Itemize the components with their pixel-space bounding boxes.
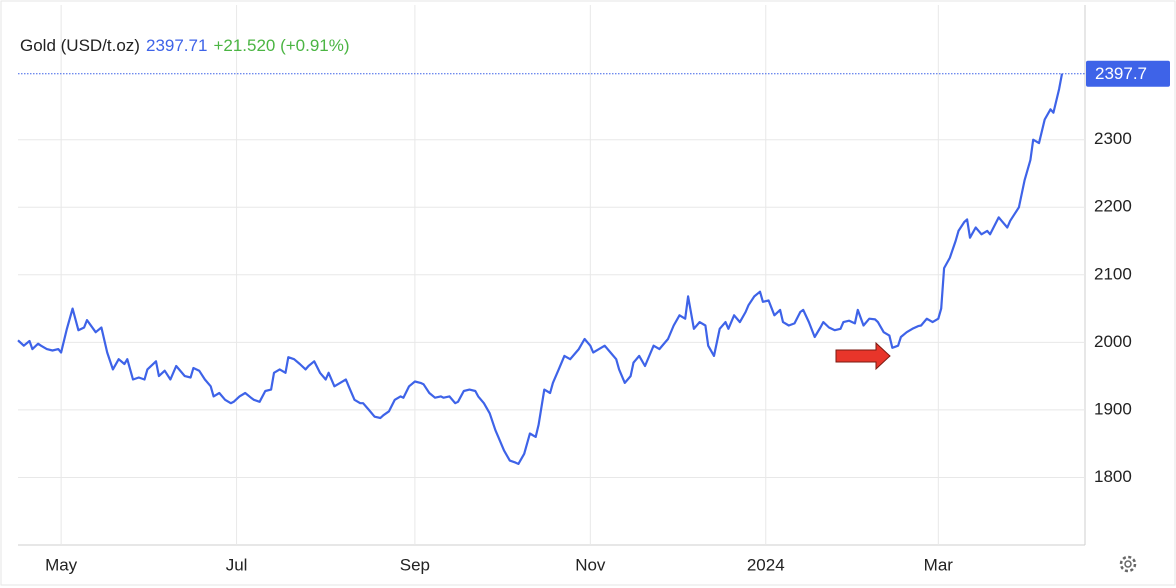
plot — [17, 5, 1085, 545]
x-tick-label: May — [45, 555, 78, 574]
y-tick-label: 1900 — [1094, 399, 1132, 418]
x-tick-label: Jul — [226, 555, 248, 574]
x-tick-label: 2024 — [747, 555, 785, 574]
header: Gold (USD/t.oz) 2397.71 +21.520 (+0.91%) — [20, 36, 356, 56]
x-tick-label: Mar — [924, 555, 954, 574]
price-line — [17, 73, 1064, 465]
price: 2397.71 — [145, 36, 208, 55]
y-tick-label: 2000 — [1094, 332, 1132, 351]
x-tick-label: Sep — [400, 555, 430, 574]
price-tag-label: 2397.7 — [1095, 64, 1147, 83]
change: +21.520 (+0.91%) — [213, 36, 350, 55]
y-tick-label: 2300 — [1094, 129, 1132, 148]
x-tick-label: Nov — [575, 555, 606, 574]
arrow-annotation — [835, 341, 891, 371]
settings-icon[interactable] — [1119, 555, 1137, 573]
y-tick-label: 2100 — [1094, 264, 1132, 283]
y-tick-label: 1800 — [1094, 467, 1132, 486]
gear[interactable] — [1119, 555, 1137, 573]
instrument-title: Gold (USD/t.oz) — [20, 36, 140, 55]
gear-hub[interactable] — [1124, 560, 1132, 568]
y-tick-label: 2200 — [1094, 197, 1132, 216]
price-tag — [1086, 60, 1170, 87]
